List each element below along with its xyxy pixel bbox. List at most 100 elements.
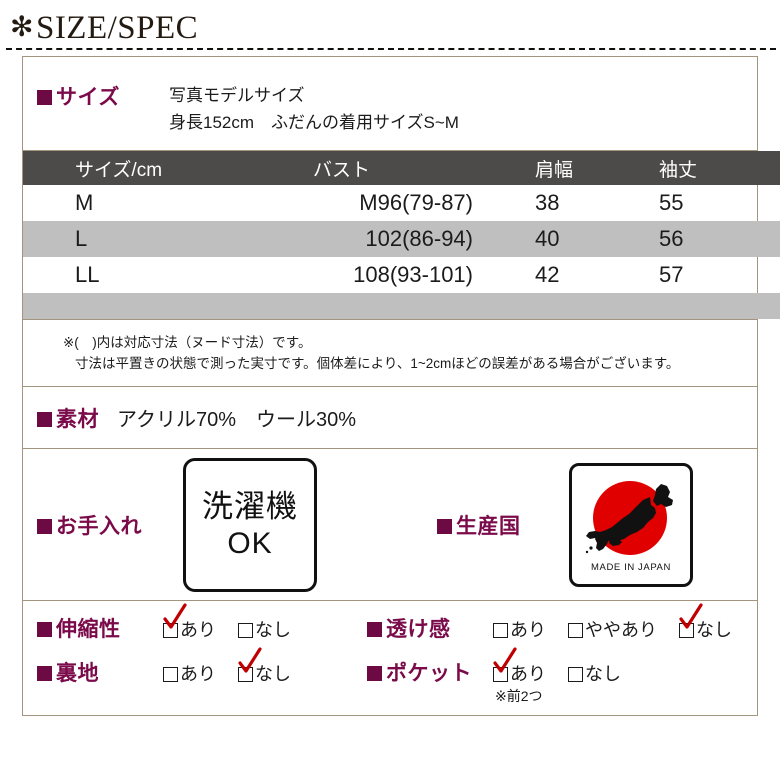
attribute-row: 裏地 あり なし ポケット (23, 647, 757, 705)
option-lining-nashi[interactable]: なし (238, 647, 291, 689)
cell-length: 63 (751, 221, 780, 257)
bullet-square-icon (367, 622, 382, 637)
measurement-notes-section: ※( )内は対応寸法（ヌード寸法）です。 寸法は平置きの状態で測った実寸です。個… (23, 320, 757, 387)
checkbox-icon[interactable] (679, 622, 694, 638)
option-pocket-nashi[interactable]: なし (568, 659, 621, 689)
bullet-square-icon (367, 666, 382, 681)
origin-label-text: 生産国 (456, 514, 521, 538)
cell-shoulder: 38 (535, 190, 560, 215)
lining-label-text: 裏地 (56, 662, 99, 685)
cell-size: LL (75, 262, 100, 287)
spec-frame: サイズ 写真モデルサイズ 身長152cm ふだんの着用サイズS~M サイズ/cm… (22, 56, 780, 716)
material-value: アクリル70% ウール30% (117, 409, 357, 431)
size-section-label: サイズ (37, 81, 169, 111)
pocket-options: あり なし (493, 647, 643, 689)
cell-bust: 102(86-94) (221, 221, 503, 257)
care-origin-section: お手入れ 洗濯機 OK 生産国 (23, 449, 757, 601)
material-label-text: 素材 (56, 407, 99, 431)
checkbox-icon[interactable] (568, 666, 583, 682)
made-in-japan-caption: MADE IN JAPAN (591, 561, 671, 573)
cell-size: M (75, 190, 94, 215)
cell-length: 64 (751, 257, 780, 293)
cell-sleeve: 56 (631, 221, 751, 257)
option-sheerness-ari[interactable]: あり (493, 615, 546, 645)
option-label: あり (180, 664, 216, 684)
japan-flag-map-icon (585, 480, 673, 555)
option-label: ややあり (585, 620, 657, 640)
bullet-square-icon (37, 411, 52, 427)
material-section: 素材 アクリル70% ウール30% (23, 387, 757, 449)
checkbox-icon[interactable] (238, 666, 253, 682)
pocket-note: ※前2つ (495, 688, 543, 704)
table-row: LL 108(93-101) 42 57 64 (23, 257, 780, 293)
option-stretch-nashi[interactable]: なし (238, 615, 291, 645)
col-header-bust: バスト (221, 151, 503, 185)
stretch-label: 伸縮性 (37, 615, 163, 645)
option-label: なし (696, 620, 732, 640)
bullet-square-icon (37, 90, 52, 105)
cell-bust: M96(79-87) (359, 190, 473, 215)
stretch-label-text: 伸縮性 (56, 618, 121, 641)
washing-machine-text: 洗濯機 (202, 488, 298, 524)
pocket-label-text: ポケット (386, 662, 472, 685)
option-sheerness-nashi[interactable]: なし (679, 603, 732, 645)
size-section: サイズ 写真モデルサイズ 身長152cm ふだんの着用サイズS~M (23, 57, 757, 151)
lining-label: 裏地 (37, 659, 163, 689)
pocket-label: ポケット (367, 659, 493, 689)
table-row: L 102(86-94) 40 56 63 (23, 221, 780, 257)
spec-table-head: サイズ/cm バスト 肩幅 袖丈 着丈 (23, 151, 780, 185)
origin-group: 生産国 (437, 462, 693, 587)
checkbox-icon[interactable] (493, 622, 508, 638)
bullet-square-icon (37, 666, 52, 681)
bullet-square-icon (437, 518, 452, 534)
page-title-text: SIZE/SPEC (35, 10, 199, 46)
option-lining-ari[interactable]: あり (163, 659, 216, 689)
spec-table-body: M M96(79-87) 38 55 62 L 102(86-94) 40 56… (23, 185, 780, 319)
checkbox-icon[interactable] (238, 622, 253, 638)
pocket-options-wrap: あり なし ※前2つ (493, 647, 643, 705)
page-title: ✻SIZE/SPEC (0, 6, 780, 50)
measurement-notes: ※( )内は対応寸法（ヌード寸法）です。 寸法は平置きの状態で測った実寸です。個… (23, 332, 757, 374)
sheerness-options: あり ややあり なし (493, 603, 732, 645)
table-header-row: サイズ/cm バスト 肩幅 袖丈 着丈 (23, 151, 780, 185)
attribute-pocket: ポケット あり なし (367, 647, 643, 705)
attribute-stretch: 伸縮性 あり なし (37, 603, 367, 645)
option-label: なし (255, 620, 291, 640)
cell-sleeve: 57 (659, 262, 684, 287)
checkbox-icon[interactable] (493, 666, 508, 682)
option-label: あり (180, 620, 216, 640)
attribute-sheerness: 透け感 あり ややあり なし (367, 603, 732, 645)
washing-machine-ok-text: OK (227, 526, 273, 560)
note-line-1: ※( )内は対応寸法（ヌード寸法）です。 (63, 335, 312, 350)
option-label: なし (255, 664, 291, 684)
sheerness-label-text: 透け感 (386, 618, 451, 641)
asterisk-icon: ✻ (10, 12, 34, 43)
col-header-shoulder: 肩幅 (503, 151, 631, 185)
lining-options: あり なし (163, 647, 313, 689)
option-label: なし (585, 664, 621, 684)
checkbox-icon[interactable] (163, 622, 178, 638)
option-pocket-ari[interactable]: あり (493, 647, 546, 689)
option-stretch-ari[interactable]: あり (163, 603, 216, 645)
table-row: M M96(79-87) 38 55 62 (23, 185, 780, 221)
table-spacer-row (23, 293, 780, 319)
option-sheerness-yaya-ari[interactable]: ややあり (568, 615, 657, 645)
cell-shoulder: 40 (503, 221, 631, 257)
care-label: お手入れ (37, 510, 183, 540)
care-label-text: お手入れ (56, 514, 142, 538)
attribute-lining: 裏地 あり なし (37, 647, 367, 689)
origin-label: 生産国 (437, 510, 569, 540)
page-header: ✻SIZE/SPEC (0, 6, 780, 52)
checkbox-icon[interactable] (163, 666, 178, 682)
cell-bust: 108(93-101) (353, 262, 473, 287)
sheerness-label: 透け感 (367, 615, 493, 645)
cell-sleeve: 55 (659, 190, 684, 215)
checkbox-icon[interactable] (568, 622, 583, 638)
note-line-2: 寸法は平置きの状態で測った実寸です。個体差により、1~2cmほどの誤差がある場合… (75, 356, 680, 371)
bullet-square-icon (37, 622, 52, 637)
made-in-japan-badge: MADE IN JAPAN (569, 462, 693, 587)
col-header-size: サイズ/cm (23, 151, 221, 185)
attribute-row: 伸縮性 あり なし 透け感 (23, 603, 757, 645)
spec-table: サイズ/cm バスト 肩幅 袖丈 着丈 M M96(79-87) 38 55 (23, 151, 780, 319)
